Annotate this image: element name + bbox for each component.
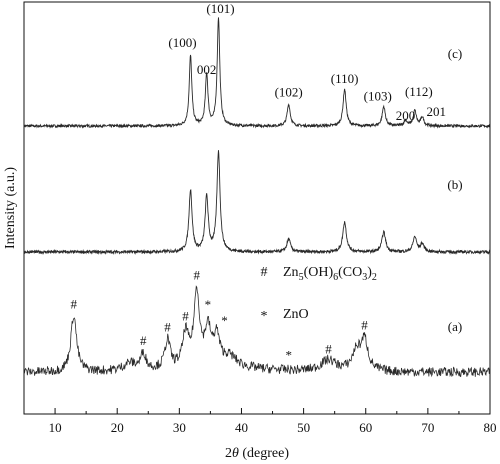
legend-text-2: ZnO [283,307,309,322]
peak-annotation: # [182,308,189,323]
legend: # Zn5(OH)6(CO3)2 * ZnO [261,265,377,324]
peak-annotation: (112) [405,84,433,99]
peak-annotation: (110) [331,71,359,86]
series-label-c: (c) [448,46,462,61]
peak-annotation: (101) [206,1,234,16]
peak-annotation: * [205,297,212,312]
series-label-a: (a) [448,319,462,334]
peak-annotation: 201 [427,104,447,119]
x-ticks: 10 20 30 40 50 60 70 80 [23,408,497,435]
x-tick-label: 60 [359,420,372,435]
x-tick-label: 70 [421,420,434,435]
peak-annotation: * [221,313,228,328]
series-line-c [23,17,491,129]
x-tick-label: 40 [235,420,248,435]
x-tick-label: 50 [297,420,310,435]
x-tick-label: 80 [484,420,497,435]
series-line-a [23,285,491,378]
peak-annotation: (103) [364,88,392,103]
peak-annotation: 002 [197,62,217,77]
peak-annotation: # [164,319,171,334]
legend-symbol-2: * [261,309,268,324]
peak-annotation: # [361,318,368,333]
series-label-b: (b) [447,177,462,192]
annotations: (100)002 (101) (102) (110) (103) 200 (112) 201 #… [70,1,446,363]
legend-symbol-1: # [261,265,268,280]
series-line-b [23,150,491,256]
legend-formula: Zn5(OH)6(CO3)2 [283,265,377,283]
peak-annotation: # [325,341,332,356]
peak-annotation: 200 [396,108,416,123]
peak-annotation: (102) [275,84,303,99]
peak-annotation: # [70,297,77,312]
peak-annotation: * [285,348,292,363]
x-axis-label: 2θ (degree) [225,446,289,461]
x-tick-label: 30 [173,420,186,435]
x-tick-label: 10 [49,420,62,435]
peak-annotation: (100) [168,35,196,50]
series-group [23,17,491,378]
peak-annotation: # [193,268,200,283]
y-axis-label: Intensity (a.u.) [3,167,18,249]
plot-frame [23,1,491,415]
x-tick-label: 20 [111,420,124,435]
peak-annotation: # [140,333,147,348]
